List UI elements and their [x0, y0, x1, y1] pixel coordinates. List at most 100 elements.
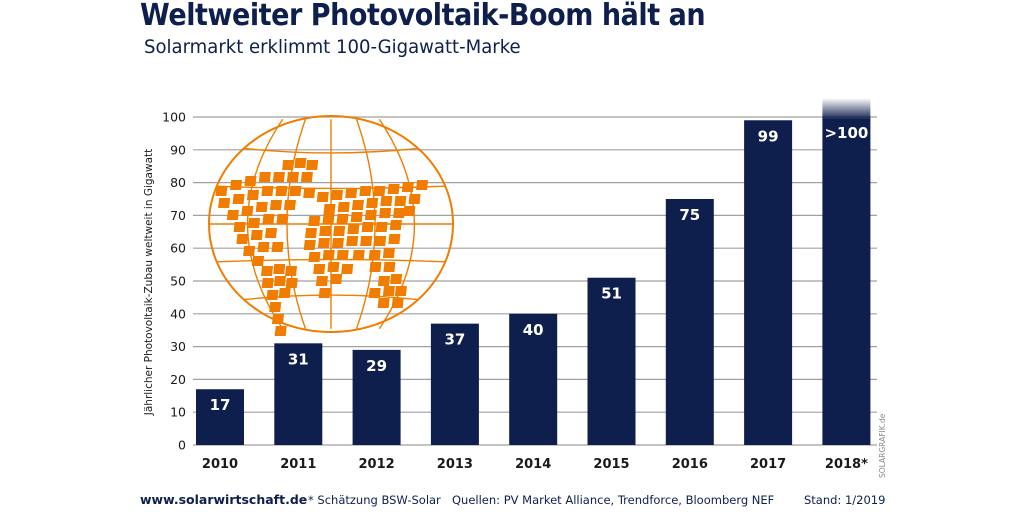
y-tick-label: 70 — [170, 208, 186, 223]
globe-land-tile — [276, 214, 289, 224]
globe-land-tile — [350, 212, 363, 222]
globe-land-tile — [218, 198, 231, 208]
globe-land-tile — [403, 206, 416, 216]
globe-land-tile — [368, 288, 381, 298]
globe-land-tile — [258, 172, 271, 182]
globe-land-tile — [391, 298, 404, 308]
globe-land-tile — [226, 210, 239, 220]
globe-land-tile — [361, 222, 374, 232]
chart-title: Weltweiter Photovoltaik-Boom hält an — [140, 0, 706, 33]
globe-land-tile — [341, 264, 354, 274]
globe-land-tile — [260, 266, 274, 276]
footer-url[interactable]: www.solarwirtschaft.de — [140, 492, 308, 507]
y-tick-label: 90 — [170, 142, 186, 157]
globe-land-tile — [255, 202, 268, 212]
globe-land-tile — [377, 276, 390, 286]
globe-land-tile — [264, 228, 278, 238]
globe-land-tile — [394, 286, 407, 296]
globe-land-tile — [278, 288, 291, 298]
globe-land-tile — [236, 234, 249, 244]
globe-land-tile — [250, 230, 263, 240]
globe-land-tile — [351, 200, 364, 210]
globe-land-tile — [377, 298, 390, 308]
bar — [352, 349, 401, 445]
y-tick-label: 50 — [170, 274, 186, 289]
globe-land-tile — [272, 172, 285, 182]
bars — [196, 98, 871, 445]
x-tick-label: 2010 — [202, 457, 238, 472]
bar-value-label: 17 — [210, 396, 231, 414]
globe-land-tile — [373, 186, 386, 196]
globe-land-tile — [401, 182, 414, 192]
globe-land-tile — [303, 188, 316, 198]
globe-parallel — [243, 294, 419, 301]
bar-value-label: 37 — [444, 331, 465, 349]
globe-land-tile — [315, 276, 328, 286]
labels: 17 2010 31 2011 29 2012 37 2013 40 2014 51 2015 75 20… — [202, 124, 868, 472]
x-tick-label: 2014 — [515, 457, 551, 472]
globe-land-tile — [273, 276, 286, 286]
globe-land-tile — [359, 186, 372, 196]
globe-land-tile — [318, 288, 331, 298]
globe-land-tile — [285, 278, 298, 288]
bar — [430, 323, 479, 445]
footer-note: * Schätzung BSW-Solar — [308, 493, 441, 507]
globe-land-tile — [275, 186, 288, 196]
globe-land-tile — [346, 236, 359, 246]
credit-text: SOLARGRAFIK.de — [878, 413, 887, 478]
globe-land-tile — [261, 186, 274, 196]
bar-value-label: 99 — [758, 127, 779, 145]
globe-land-tile — [382, 248, 395, 258]
globe-land-tile — [322, 214, 335, 224]
x-tick-label: 2017 — [750, 457, 786, 472]
globe-land-tile — [416, 180, 429, 190]
globe-land-tile — [388, 234, 401, 244]
bar — [744, 120, 793, 445]
globe-land-tile — [269, 302, 282, 312]
globe-land-tile — [374, 236, 387, 246]
y-tick-label: 60 — [170, 241, 186, 256]
globe-land-tile — [246, 190, 260, 200]
globe-land-tile — [366, 198, 379, 208]
globe-land-tile — [308, 252, 321, 262]
y-tick-label: 80 — [170, 175, 186, 190]
globe-land-tile — [244, 176, 257, 186]
globe-land-tile — [393, 208, 406, 218]
y-tick-label: 100 — [162, 110, 186, 125]
globe-land-tile — [382, 286, 395, 296]
globe-land-tile — [269, 200, 282, 210]
globe-land-tile — [364, 210, 377, 220]
globe-land-tile — [360, 236, 373, 246]
globe-land-tile — [274, 326, 287, 336]
globe-land-tile — [390, 274, 403, 284]
globe-land-tile — [319, 226, 332, 236]
bar — [274, 343, 323, 445]
bar-value-label: 51 — [601, 285, 622, 303]
globe-land-tile — [330, 190, 344, 200]
bar-value-label: 31 — [288, 350, 309, 368]
globe-land-tile — [323, 204, 336, 214]
globe-land-tile — [257, 242, 270, 252]
y-tick-label: 30 — [170, 339, 186, 354]
globe-land-tile — [379, 208, 392, 218]
globe-land-tile — [352, 250, 365, 260]
globe-land-tile — [389, 220, 402, 230]
globe-land-tile — [266, 290, 279, 300]
globe-land-tile — [408, 194, 421, 204]
globe-land-tile — [233, 222, 246, 232]
y-tick-label: 0 — [178, 438, 186, 453]
globe-land-tile — [317, 238, 330, 248]
globe-land-tile — [308, 216, 321, 226]
x-tick-label: 2012 — [359, 457, 395, 472]
globe-land-tile — [282, 160, 295, 170]
globe-land-tile — [331, 238, 344, 248]
globe-land-tile — [347, 224, 360, 234]
bar — [822, 119, 871, 445]
chart-subtitle: Solarmarkt erklimmt 100-Gigawatt-Marke — [144, 36, 521, 58]
globe-land-tile — [380, 196, 393, 206]
globe-land-tile — [283, 200, 296, 210]
globe-land-tile — [271, 314, 284, 324]
footer-date: Stand: 1/2019 — [804, 493, 886, 507]
globe-land-tile — [271, 242, 284, 252]
globe-land-tile — [387, 184, 400, 194]
